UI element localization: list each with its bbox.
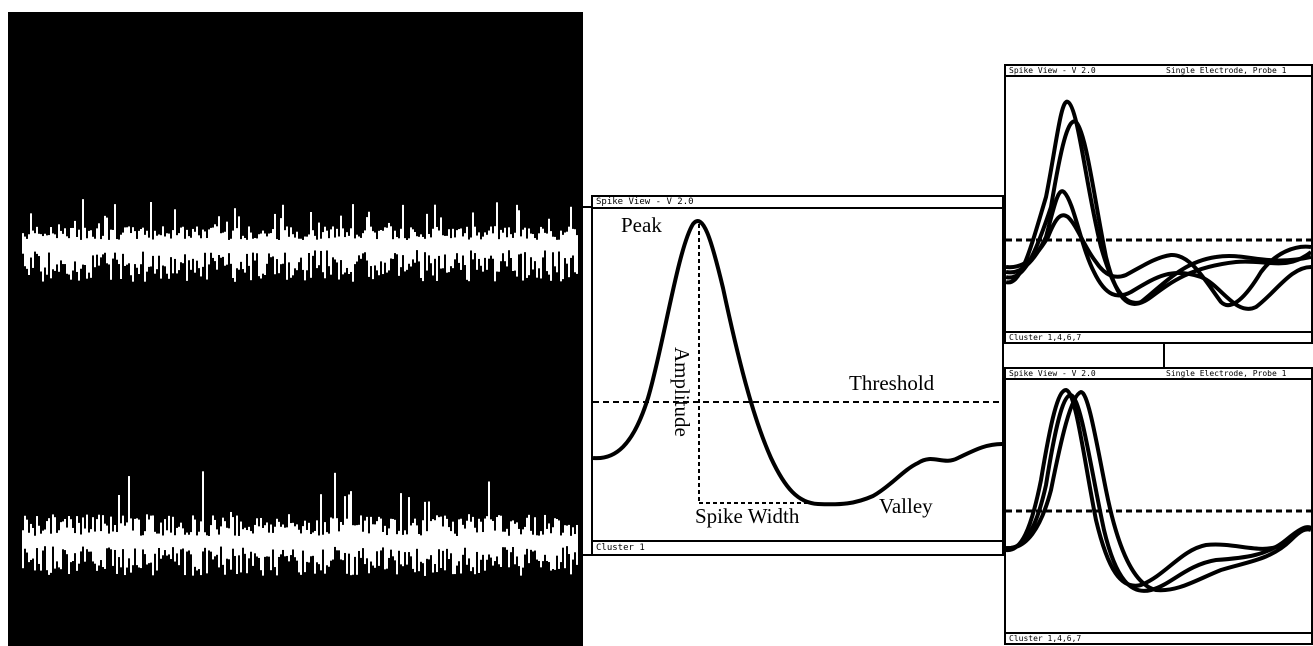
peak-label: Peak <box>621 213 662 237</box>
cluster-waveforms-plot <box>1006 99 1311 311</box>
window-status: Cluster 1,4,6,7 <box>1009 333 1082 342</box>
waveform-2 <box>1006 392 1311 593</box>
oscilloscope-traces <box>22 199 578 576</box>
window-title: Spike View - V 2.0 <box>596 197 694 207</box>
amplitude-label: Amplitude <box>670 347 694 437</box>
cluster-waveforms-plot <box>1006 387 1311 593</box>
waveform-3 <box>1006 389 1311 593</box>
valley-label: Valley <box>879 494 933 518</box>
window-subtitle: Single Electrode, Probe 1 <box>1166 66 1287 75</box>
waveform-1 <box>1006 99 1311 305</box>
window-status-bar: Cluster 1,4,6,7 <box>1006 632 1311 643</box>
connector-line-left-bottom <box>583 554 591 556</box>
oscilloscope-trace-top <box>22 199 578 282</box>
spike-width-label: Spike Width <box>695 504 800 528</box>
spike-view-main-window: Spike View - V 2.0 Peak Amplitude Thresh… <box>591 195 1004 556</box>
window-status-bar: Cluster 1,4,6,7 <box>1006 331 1311 342</box>
waveform-3 <box>1006 189 1311 311</box>
window-status: Cluster 1 <box>596 543 645 553</box>
spike-view-cluster-window-top: Spike View - V 2.0 Single Electrode, Pro… <box>1004 64 1313 344</box>
oscilloscope-trace-panel <box>8 12 583 646</box>
connector-line-left <box>583 206 591 208</box>
spike-view-cluster-window-bottom: Spike View - V 2.0 Single Electrode, Pro… <box>1004 367 1313 645</box>
window-title-bar: Spike View - V 2.0 Single Electrode, Pro… <box>1006 66 1311 77</box>
window-title-bar: Spike View - V 2.0 Single Electrode, Pro… <box>1006 369 1311 380</box>
window-status-bar: Cluster 1 <box>593 540 1002 554</box>
window-title: Spike View - V 2.0 <box>1009 66 1096 75</box>
oscilloscope-trace-bottom <box>22 471 578 576</box>
waveform-2 <box>1006 119 1311 307</box>
spike-waveform <box>593 219 1002 507</box>
threshold-label: Threshold <box>849 371 935 395</box>
window-title: Spike View - V 2.0 <box>1009 369 1096 378</box>
connector-line-vertical <box>1163 344 1165 367</box>
window-title-bar: Spike View - V 2.0 <box>593 197 1002 209</box>
waveform-4 <box>1006 213 1311 308</box>
waveform-1 <box>1006 387 1311 588</box>
spike-waveform-plot <box>593 219 1002 507</box>
window-subtitle: Single Electrode, Probe 1 <box>1166 369 1287 378</box>
window-status: Cluster 1,4,6,7 <box>1009 634 1082 643</box>
